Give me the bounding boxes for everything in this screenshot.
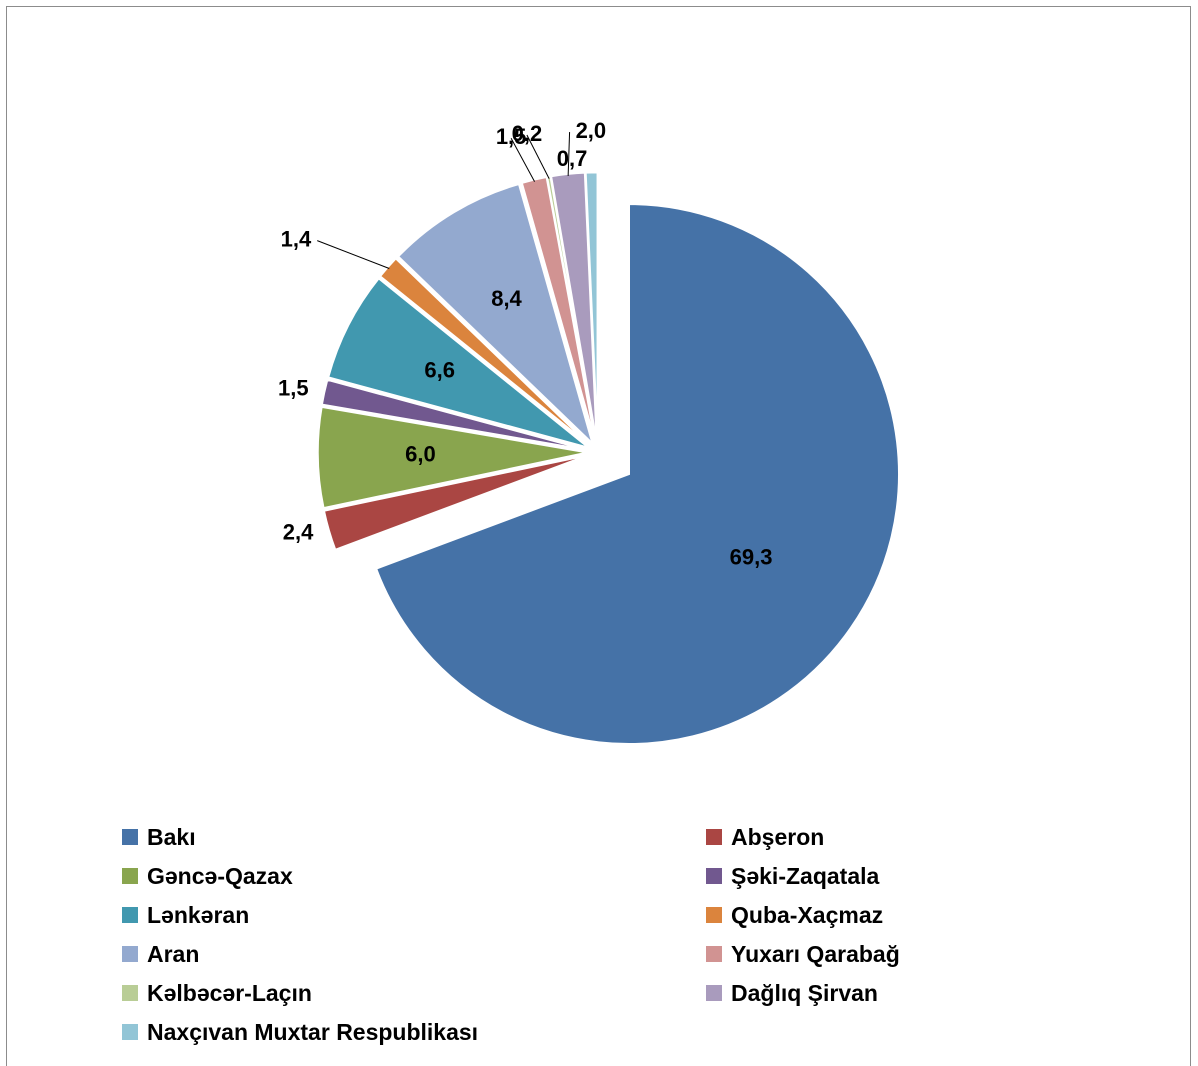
- legend-swatch: [706, 868, 722, 884]
- legend-label: Aran: [147, 940, 200, 967]
- legend-label: Quba-Xaçmaz: [731, 901, 884, 928]
- data-label-4: 6,6: [424, 358, 455, 383]
- pie-slice-0: [374, 202, 901, 745]
- legend-item: Lənkəran: [122, 902, 249, 928]
- legend-label: Kəlbəcər-Laçın: [147, 979, 312, 1006]
- legend-item: Kəlbəcər-Laçın: [122, 980, 312, 1006]
- legend-item: Dağlıq Şirvan: [706, 980, 878, 1006]
- legend-swatch: [122, 985, 138, 1001]
- data-label-8: 0,2: [512, 121, 543, 146]
- legend-swatch: [122, 1024, 138, 1040]
- legend-swatch: [122, 868, 138, 884]
- legend-label: Yuxarı Qarabağ: [731, 940, 900, 967]
- data-labels: 69,32,46,01,56,61,48,41,50,2 2,00,7: [278, 118, 772, 570]
- legend-swatch: [122, 946, 138, 962]
- legend-label: Bakı: [147, 823, 196, 850]
- data-label-2: 6,0: [405, 442, 436, 467]
- legend-item: Naxçıvan Muxtar Respublikası: [122, 1019, 478, 1045]
- data-label-10: 0,7: [557, 146, 588, 171]
- pie-slice-3: [320, 378, 589, 452]
- legend-item: Yuxarı Qarabağ: [706, 941, 900, 967]
- legend-item: Şəki-Zaqatala: [706, 863, 879, 889]
- leader-line-8: [526, 134, 550, 179]
- data-label-5: 1,4: [281, 226, 312, 251]
- pie-slice-4: [326, 276, 590, 449]
- legend-label: Gəncə-Qazax: [147, 862, 293, 889]
- pie-slice-10: [584, 171, 599, 443]
- pie-slice-1: [322, 454, 589, 552]
- leader-lines: [317, 132, 571, 269]
- legend-label: Naxçıvan Muxtar Respublikası: [147, 1018, 479, 1045]
- legend-label: Lənkəran: [147, 901, 250, 928]
- legend-item: Aran: [122, 941, 199, 967]
- legend-item: Gəncə-Qazax: [122, 863, 293, 889]
- legend-label: Şəki-Zaqatala: [731, 862, 880, 889]
- legend-item: Abşeron: [706, 824, 824, 850]
- legend-swatch: [706, 946, 722, 962]
- pie-slice-6: [396, 182, 595, 448]
- legend-swatch: [706, 985, 722, 1001]
- legend-label: Abşeron: [731, 823, 825, 850]
- legend-swatch: [122, 907, 138, 923]
- pie-slice-2: [316, 405, 588, 510]
- pie-slice-5: [378, 257, 591, 447]
- legend-item: Bakı: [122, 824, 196, 850]
- leader-line-7: [510, 138, 536, 182]
- legend-swatch: [122, 829, 138, 845]
- legend-label: Dağlıq Şirvan: [731, 979, 878, 1006]
- leader-line-5: [317, 240, 390, 269]
- legend-swatch: [706, 907, 722, 923]
- legend-item: Quba-Xaçmaz: [706, 902, 883, 928]
- chart-frame: [6, 6, 1191, 1066]
- pie-slices: [316, 171, 901, 745]
- data-label-9: 2,0: [576, 118, 607, 143]
- data-label-0: 69,3: [730, 544, 773, 569]
- data-label-6: 8,4: [491, 286, 522, 311]
- legend-swatch: [706, 829, 722, 845]
- leader-line-9: [567, 132, 571, 176]
- data-label-1: 2,4: [283, 520, 314, 545]
- data-label-3: 1,5: [278, 375, 309, 400]
- data-label-7: 1,5: [496, 124, 527, 149]
